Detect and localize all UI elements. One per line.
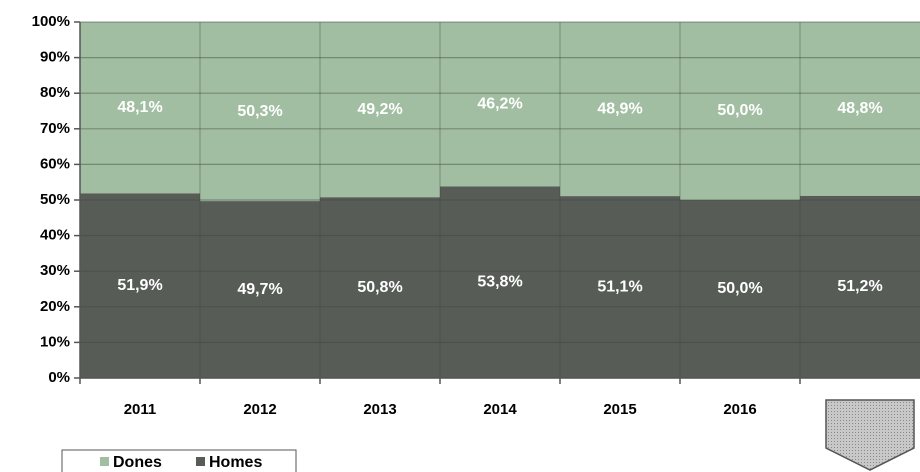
y-tick-label: 60% [40,155,70,172]
value-label: 53,8% [477,273,522,290]
legend-box [61,449,297,472]
bar-segment [560,22,680,197]
bar-segment [440,22,560,187]
legend-swatch [100,457,109,466]
x-tick-label: 2013 [363,401,396,418]
y-tick-label: 10% [40,333,70,350]
x-tick-label: 2014 [483,401,517,418]
bar-segment [320,197,440,378]
bar-segment [320,22,440,198]
y-tick-label: 90% [40,49,70,66]
bar-segment [80,22,200,194]
bar-segment [800,22,920,196]
y-tick-label: 30% [40,262,70,279]
bar-segment [680,200,800,378]
y-tick-label: 70% [40,120,70,137]
legend-label: Dones [113,454,162,471]
value-label: 50,0% [717,280,762,297]
y-tick-label: 20% [40,298,70,315]
bar-segment [200,201,320,378]
value-label: 51,9% [117,277,162,294]
value-label: 48,8% [837,100,882,117]
value-label: 50,8% [357,279,402,296]
value-label: 46,2% [477,95,522,112]
value-label: 49,2% [357,101,402,118]
x-tick-label: 2011 [124,401,157,418]
y-tick-label: 80% [40,84,70,101]
bar-segment [680,22,800,200]
y-tick-label: 50% [40,191,70,208]
value-label: 50,0% [717,102,762,119]
highlight-marker [825,399,915,471]
bar-segment [800,195,920,378]
x-tick-label: 2015 [603,401,636,418]
bar-segment [560,196,680,378]
y-tick-label: 0% [48,369,70,386]
y-tick-label: 40% [40,227,70,244]
value-label: 49,7% [237,281,282,298]
y-tick-label: 100% [32,13,70,30]
value-label: 50,3% [237,103,282,120]
legend-label: Homes [209,454,262,471]
bar-segment [200,22,320,202]
value-label: 51,1% [597,278,642,295]
legend-swatch [196,457,205,466]
x-tick-label: 2012 [243,401,276,418]
bar-segment [80,193,200,378]
value-label: 51,2% [837,278,882,295]
x-tick-label: 2016 [723,401,756,418]
bar-segment [440,186,560,378]
value-label: 48,1% [117,99,162,116]
value-label: 48,9% [597,100,642,117]
